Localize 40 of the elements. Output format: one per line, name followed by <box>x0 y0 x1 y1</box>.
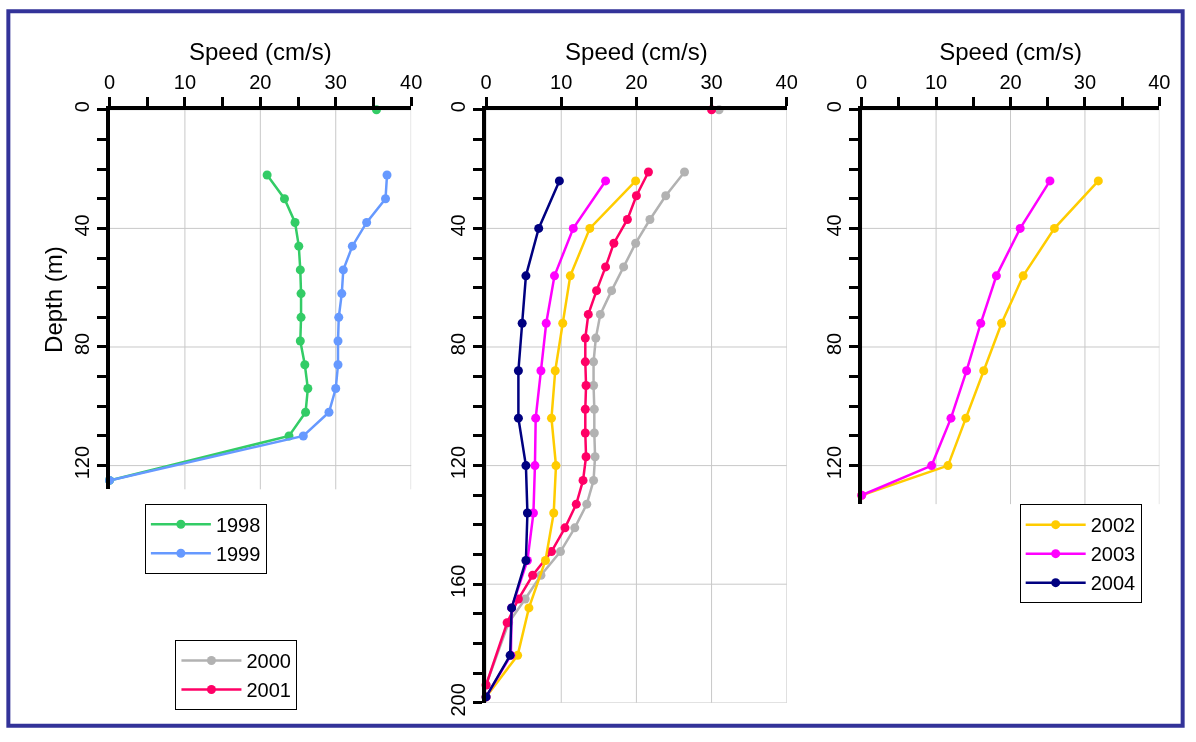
legend-label: 2003 <box>1090 543 1136 566</box>
x-axis-title: Speed (cm/s) <box>939 38 1082 66</box>
x-tick-label: 30 <box>700 70 723 93</box>
legend-label: 1998 <box>215 514 261 536</box>
legend-label: 2002 <box>1090 514 1136 537</box>
y-tick-label: 40 <box>822 214 845 237</box>
x-tick-label: 40 <box>775 70 798 93</box>
x-tick-label: 40 <box>1148 70 1171 93</box>
x-tick-label: 20 <box>249 70 272 93</box>
x-axis-title: Speed (cm/s) <box>565 38 708 66</box>
x-tick-label: 10 <box>173 70 197 93</box>
x-tick-label: 0 <box>480 70 492 93</box>
y-axis-title: Depth (m) <box>40 246 68 353</box>
y-tick-label: 40 <box>70 214 93 237</box>
x-tick-label: 20 <box>625 70 648 93</box>
x-tick-label: 40 <box>400 70 423 93</box>
y-tick-label: 160 <box>447 564 470 598</box>
y-tick-label: 0 <box>70 101 93 113</box>
x-tick-label: 0 <box>856 70 868 93</box>
y-tick-label: 200 <box>447 683 470 717</box>
y-tick-label: 120 <box>447 445 470 480</box>
y-tick-label: 80 <box>447 332 470 356</box>
y-tick-label: 0 <box>822 101 845 113</box>
legend-label: 2004 <box>1090 572 1136 595</box>
y-tick-label: 0 <box>447 101 470 113</box>
y-tick-label: 120 <box>70 445 93 480</box>
legend-label: 1999 <box>215 543 261 565</box>
y-tick-label: 40 <box>447 214 470 237</box>
legend-label: 2000 <box>246 650 291 673</box>
x-tick-label: 20 <box>999 70 1022 93</box>
y-tick-label: 120 <box>822 445 845 480</box>
x-tick-label: 10 <box>924 70 948 93</box>
y-tick-label: 80 <box>822 332 845 356</box>
x-axis-title: Speed (cm/s) <box>188 38 332 66</box>
y-tick-label: 80 <box>70 332 93 356</box>
x-tick-label: 0 <box>103 70 116 93</box>
x-tick-label: 30 <box>324 70 347 93</box>
legend-label: 2001 <box>246 679 291 702</box>
x-tick-label: 10 <box>550 70 573 93</box>
x-tick-label: 30 <box>1073 70 1097 93</box>
